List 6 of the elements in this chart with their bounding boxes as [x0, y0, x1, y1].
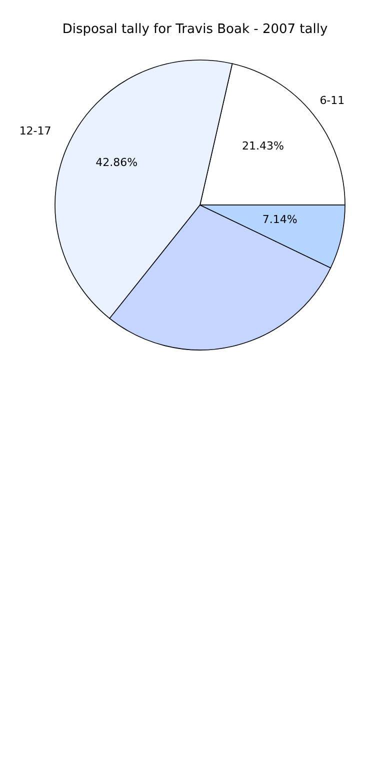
data-label: 21.43%	[242, 139, 284, 152]
data-label: 7.14%	[262, 212, 298, 226]
chart-title: Disposal tally for Travis Boak - 2007 tally	[61, 22, 329, 39]
slice-label: 6-11	[320, 94, 345, 108]
slice-label: 12-17	[19, 124, 52, 138]
data-label: 42.86%	[96, 156, 138, 169]
